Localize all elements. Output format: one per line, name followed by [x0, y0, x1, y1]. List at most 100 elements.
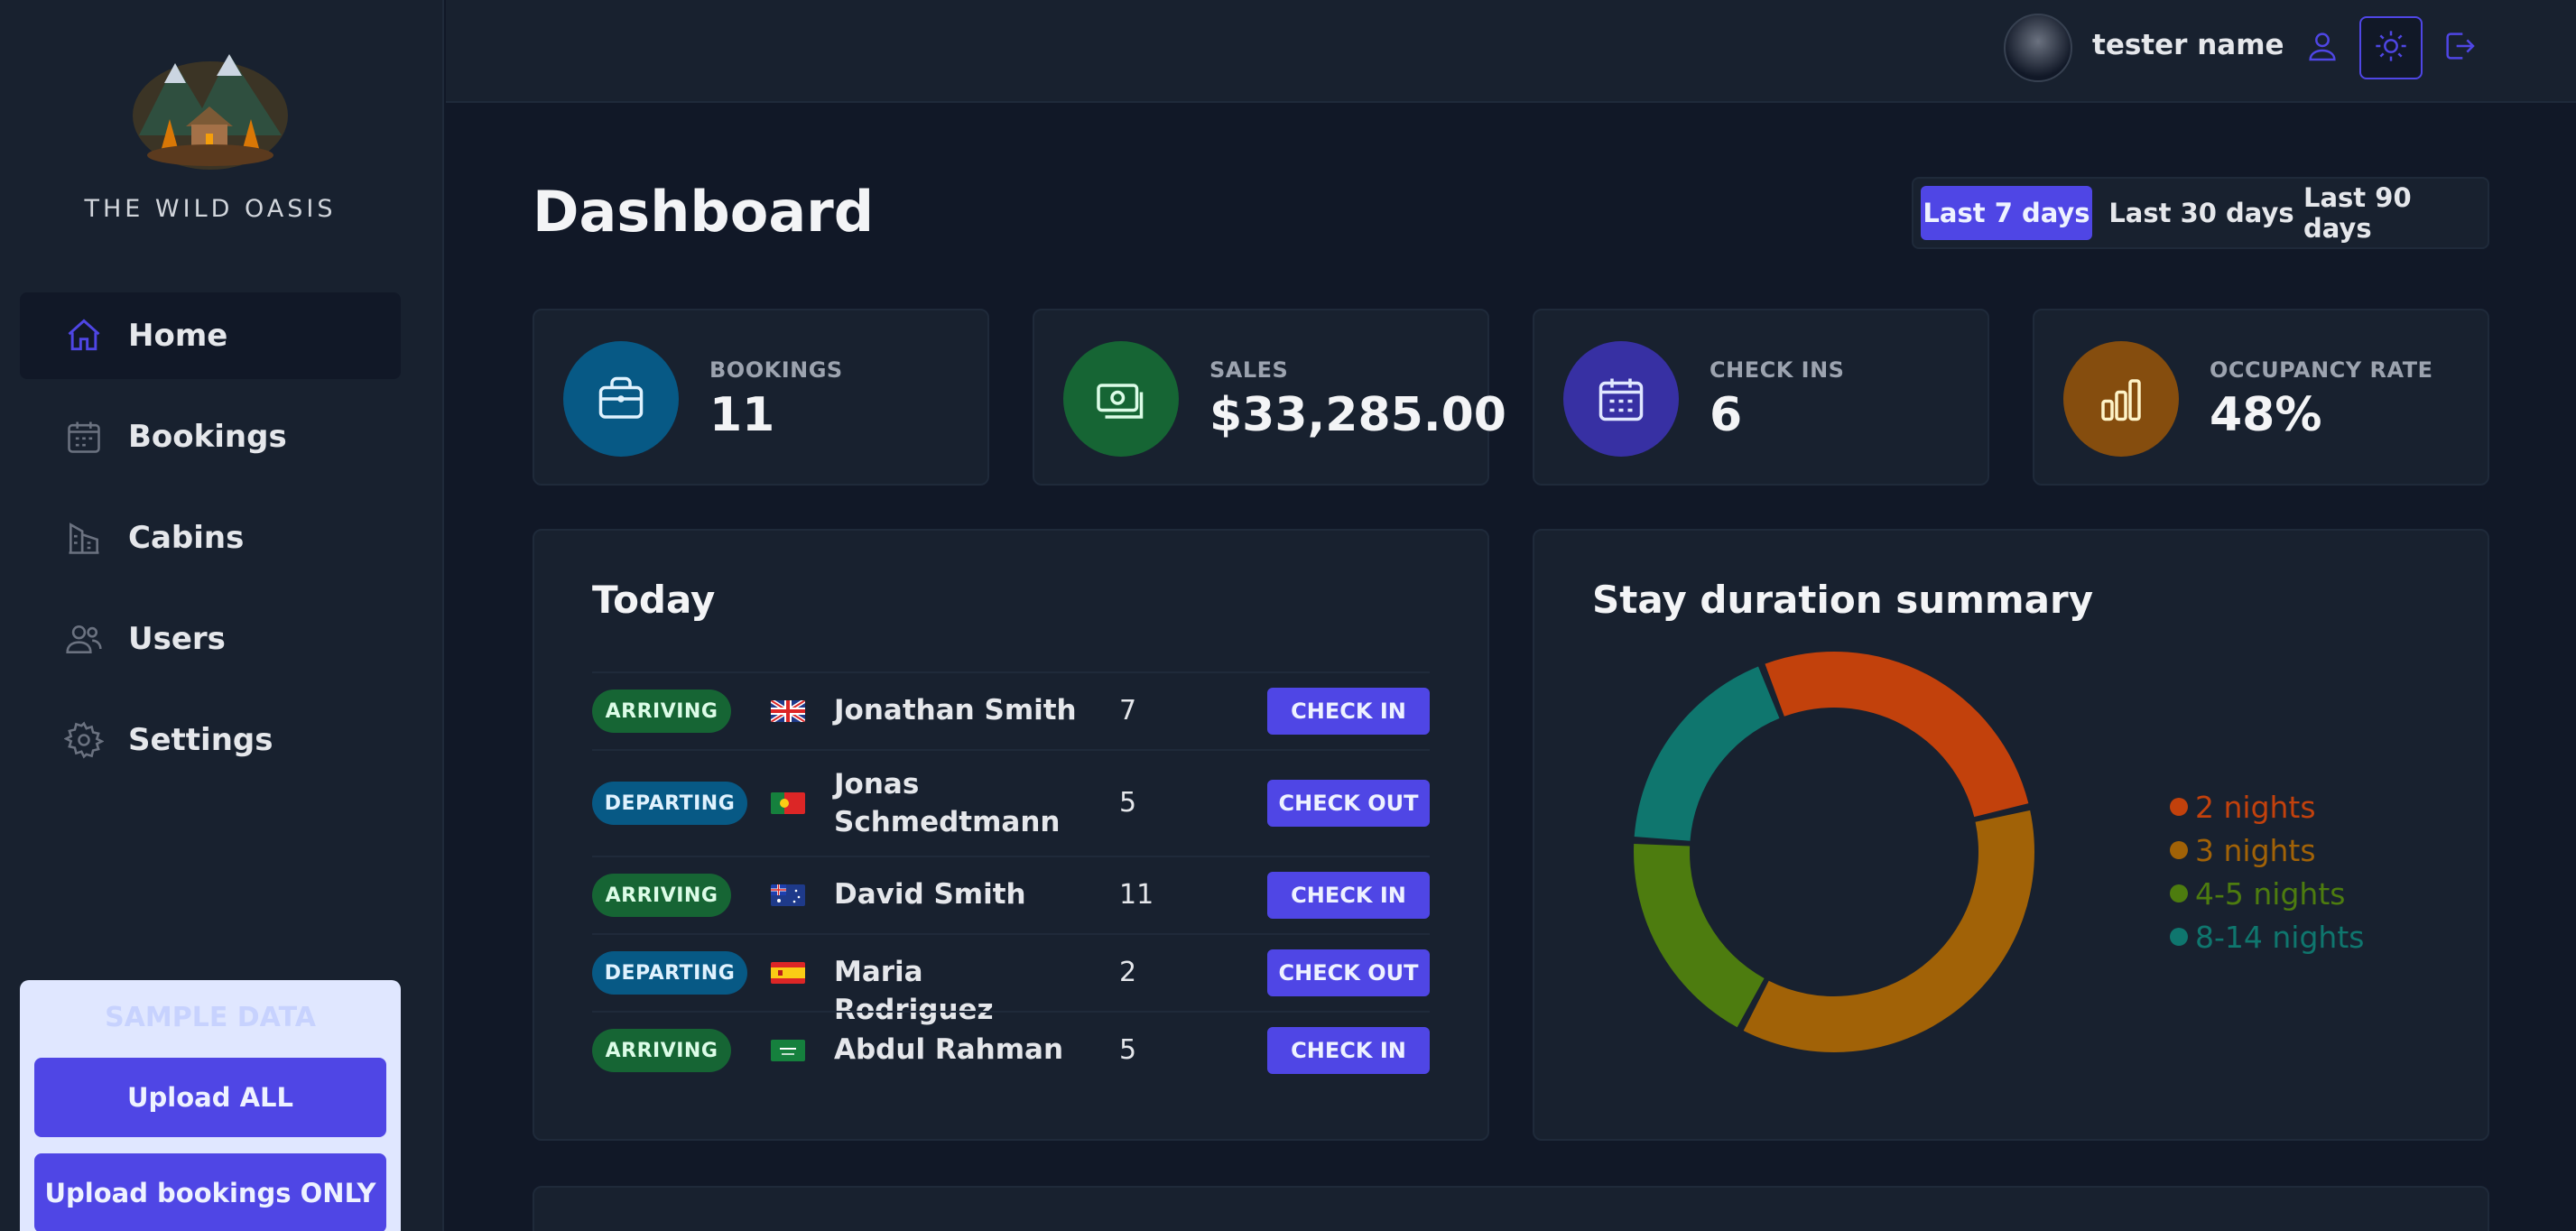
- filter-last-90-days[interactable]: Last 90 days: [2303, 182, 2412, 244]
- check-in-button[interactable]: CHECK IN: [1267, 872, 1430, 919]
- stat-value: $33,285.00: [1209, 388, 1506, 442]
- legend-item: 3 nights: [2170, 828, 2364, 872]
- sidebar: THE WILD OASIS Home Bookings Cabins: [0, 0, 444, 1231]
- logout-button[interactable]: [2428, 16, 2491, 79]
- stat-card-check-ins: CHECK INS 6: [1533, 309, 1989, 486]
- legend-label: 2 nights: [2195, 789, 2316, 825]
- user-icon: [2304, 28, 2340, 68]
- legend-item: 4-5 nights: [2170, 872, 2364, 915]
- guest-nights: 5: [1119, 1034, 1137, 1066]
- home-icon: [63, 315, 105, 356]
- table-row: DEPARTING Jonas Schmedtmann 5 CHECK OUT: [592, 749, 1430, 856]
- legend-label: 3 nights: [2195, 832, 2316, 868]
- user-name: tester name: [2092, 29, 2284, 61]
- chart-legend: 2 nights 3 nights 4-5 nights 8-14 nights: [2170, 785, 2364, 958]
- sidebar-item-users[interactable]: Users: [20, 596, 401, 682]
- status-badge: ARRIVING: [592, 690, 731, 733]
- guest-nights: 5: [1119, 787, 1137, 819]
- flag-au-icon: [771, 884, 805, 906]
- status-badge: DEPARTING: [592, 782, 747, 825]
- filter-last-30-days[interactable]: Last 30 days: [2108, 198, 2294, 228]
- today-panel: Today ARRIVING Jonathan Smith 7 CHECK IN…: [533, 529, 1489, 1141]
- guest-name: Maria Rodriguez: [834, 956, 994, 1026]
- stat-card-sales: SALES $33,285.00: [1033, 309, 1506, 486]
- banknotes-icon: [1063, 341, 1179, 457]
- main-nav: Home Bookings Cabins Users: [20, 292, 401, 798]
- avatar: [2004, 14, 2072, 82]
- check-out-button[interactable]: CHECK OUT: [1267, 949, 1430, 996]
- flag-sa-icon: [771, 1040, 805, 1061]
- sun-icon: [2373, 28, 2409, 68]
- today-title: Today: [592, 578, 716, 622]
- check-in-button[interactable]: CHECK IN: [1267, 1027, 1430, 1074]
- gear-icon: [63, 719, 105, 761]
- sidebar-item-home[interactable]: Home: [20, 292, 401, 379]
- donut-slice-4-5-nights[interactable]: [1634, 844, 1765, 1028]
- guest-nights: 7: [1119, 695, 1137, 727]
- flag-pt-icon: [771, 792, 805, 814]
- sample-data-panel: SAMPLE DATA Upload ALL Upload bookings O…: [20, 980, 401, 1231]
- status-badge: DEPARTING: [592, 951, 747, 995]
- guest-name: Jonas Schmedtmann: [834, 768, 1061, 838]
- dark-mode-toggle[interactable]: [2359, 16, 2423, 79]
- date-filter: Last 7 days Last 30 days Last 90 days: [1912, 177, 2489, 249]
- legend-item: 8-14 nights: [2170, 915, 2364, 958]
- status-badge: ARRIVING: [592, 1029, 731, 1072]
- legend-swatch: [2170, 841, 2188, 859]
- donut-slice-8-14-nights[interactable]: [1634, 666, 1780, 841]
- stat-card-bookings: BOOKINGS 11: [533, 309, 989, 486]
- upload-bookings-button[interactable]: Upload bookings ONLY: [34, 1153, 386, 1231]
- briefcase-icon: [563, 341, 679, 457]
- status-badge: ARRIVING: [592, 874, 731, 917]
- stat-value: 11: [709, 388, 775, 442]
- calendar-days-icon: [1563, 341, 1679, 457]
- stat-label: CHECK INS: [1710, 357, 1845, 383]
- sidebar-item-label: Home: [128, 318, 228, 354]
- table-row: ARRIVING Abdul Rahman 5 CHECK IN: [592, 1011, 1430, 1088]
- guest-name: Jonathan Smith: [834, 694, 1077, 727]
- brand-name: THE WILD OASIS: [84, 195, 337, 223]
- sample-data-title: SAMPLE DATA: [105, 1002, 316, 1033]
- flag-uk-icon: [771, 700, 805, 722]
- donut-slice-2-nights[interactable]: [1765, 652, 2029, 818]
- upload-all-button[interactable]: Upload ALL: [34, 1058, 386, 1137]
- sidebar-item-bookings[interactable]: Bookings: [20, 393, 401, 480]
- sidebar-item-settings[interactable]: Settings: [20, 697, 401, 783]
- legend-item: 2 nights: [2170, 785, 2364, 828]
- legend-swatch: [2170, 884, 2188, 902]
- sidebar-item-label: Bookings: [128, 419, 287, 455]
- sales-panel: [533, 1186, 2489, 1231]
- check-out-button[interactable]: CHECK OUT: [1267, 780, 1430, 827]
- guest-nights: 11: [1119, 879, 1154, 911]
- stat-card-occupancy: OCCUPANCY RATE 48%: [2033, 309, 2489, 486]
- stat-label: SALES: [1209, 357, 1289, 383]
- flag-es-icon: [771, 962, 805, 984]
- stat-value: 6: [1710, 388, 1743, 442]
- donut-slice-3-nights[interactable]: [1743, 810, 2034, 1052]
- stat-label: BOOKINGS: [709, 357, 843, 383]
- legend-swatch: [2170, 928, 2188, 946]
- stat-value: 48%: [2210, 388, 2322, 442]
- chart-bar-icon: [2063, 341, 2179, 457]
- donut-chart: [1634, 652, 2034, 1052]
- filter-last-7-days[interactable]: Last 7 days: [1921, 186, 2092, 240]
- check-in-button[interactable]: CHECK IN: [1267, 688, 1430, 735]
- sidebar-item-label: Users: [128, 621, 226, 657]
- stat-label: OCCUPANCY RATE: [2210, 357, 2433, 383]
- guest-nights: 2: [1119, 957, 1137, 988]
- users-icon: [63, 618, 105, 660]
- chart-title: Stay duration summary: [1592, 578, 2094, 622]
- account-button[interactable]: [2291, 16, 2354, 79]
- table-row: DEPARTING Maria Rodriguez 2 CHECK OUT: [592, 933, 1430, 1026]
- brand-logo: [130, 45, 291, 171]
- top-header: tester name: [446, 0, 2576, 103]
- stay-duration-panel: Stay duration summary: [1533, 529, 2489, 1141]
- sidebar-item-label: Cabins: [128, 520, 245, 556]
- building-icon: [63, 517, 105, 559]
- sidebar-item-label: Settings: [128, 722, 273, 758]
- calendar-icon: [63, 416, 105, 458]
- sidebar-item-cabins[interactable]: Cabins: [20, 495, 401, 581]
- legend-swatch: [2170, 798, 2188, 816]
- logout-icon: [2442, 28, 2478, 68]
